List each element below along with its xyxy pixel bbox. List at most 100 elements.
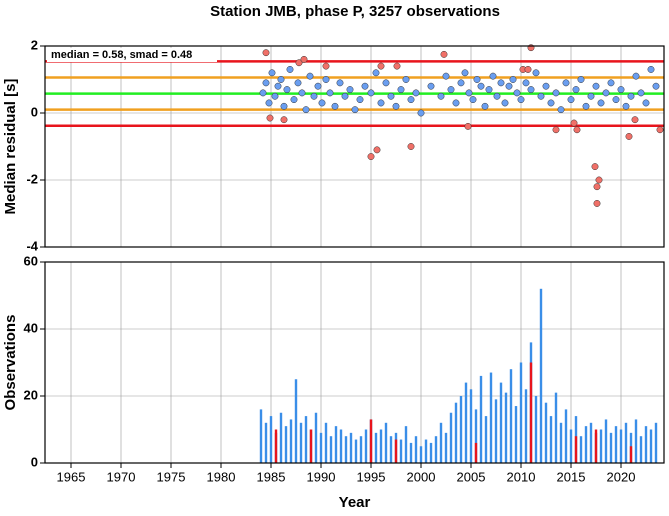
data-point [259,89,267,97]
data-point [298,89,306,97]
bar [399,439,403,463]
bar [524,389,528,463]
bar [274,429,278,463]
bar [634,419,638,463]
data-point [412,89,420,97]
data-point [262,49,270,57]
data-point [268,69,276,77]
data-point [542,82,550,90]
data-point [597,99,605,107]
bar [489,372,493,463]
y-tick-label: -2 [26,171,38,186]
data-point [314,82,322,90]
data-point [336,79,344,87]
plot-frame [44,261,665,464]
data-point [570,119,578,127]
bar [279,412,283,463]
bar [619,429,623,463]
bar [604,419,608,463]
data-point [501,99,509,107]
x-tick-label: 1980 [207,469,236,484]
data-point [489,72,497,80]
data-point [367,89,375,97]
bar [609,432,613,463]
plot-frame [44,45,665,248]
bar [284,426,288,463]
data-point [562,79,570,87]
bar [309,429,313,463]
data-point [361,82,369,90]
data-point [326,89,334,97]
data-point [469,96,477,104]
data-point [631,116,639,124]
data-point [452,99,460,107]
data-point [442,72,450,80]
bar [409,442,413,463]
data-point [393,62,401,70]
data-point [524,66,532,73]
bar [654,422,658,463]
data-point [592,82,600,90]
data-point [322,76,330,83]
data-point [582,102,590,110]
data-point [591,163,599,171]
x-tick-label: 2015 [557,469,586,484]
data-point [625,133,633,140]
data-point [382,79,390,87]
bar [424,439,428,463]
bar [624,422,628,463]
data-point [302,106,310,114]
bar [429,442,433,463]
bar [354,439,358,463]
data-point [527,86,535,94]
bar [579,436,583,463]
bar [389,436,393,463]
x-tick-label: 1990 [307,469,336,484]
data-point [262,79,270,87]
bar [434,436,438,463]
bar [359,436,363,463]
bar [259,409,263,463]
bar [509,369,513,463]
data-point [552,126,560,134]
bar [269,416,273,463]
annotation: median = 0.58, smad = 0.48 [51,49,192,61]
bar [614,426,618,463]
bar [369,419,373,463]
data-point [477,82,485,90]
data-point [481,102,489,110]
bar [299,422,303,463]
bar [494,399,498,463]
chart-title: Station JMB, phase P, 3257 observations [210,3,500,20]
data-point [407,96,415,104]
bar [469,389,473,463]
bar [289,419,293,463]
data-point [351,106,359,114]
bar [304,416,308,463]
bar [529,362,533,463]
bar [324,422,328,463]
bar [444,432,448,463]
data-point [647,66,655,73]
data-point [612,96,620,104]
y-axis-label: Median residual [s] [2,79,19,215]
data-point [485,86,493,94]
bar [294,379,298,463]
data-point [283,86,291,94]
bar [474,409,478,463]
bar [629,446,633,463]
y-tick-label: 2 [31,37,38,52]
data-point [372,69,380,77]
data-point [392,102,400,110]
x-tick-label: 2000 [407,469,436,484]
data-point [622,102,630,110]
data-point [572,86,580,94]
data-point [602,89,610,97]
data-point [274,82,282,90]
bar [484,416,488,463]
data-point [280,116,288,124]
annotation-box [47,48,217,62]
bar [379,429,383,463]
data-point [367,153,375,161]
